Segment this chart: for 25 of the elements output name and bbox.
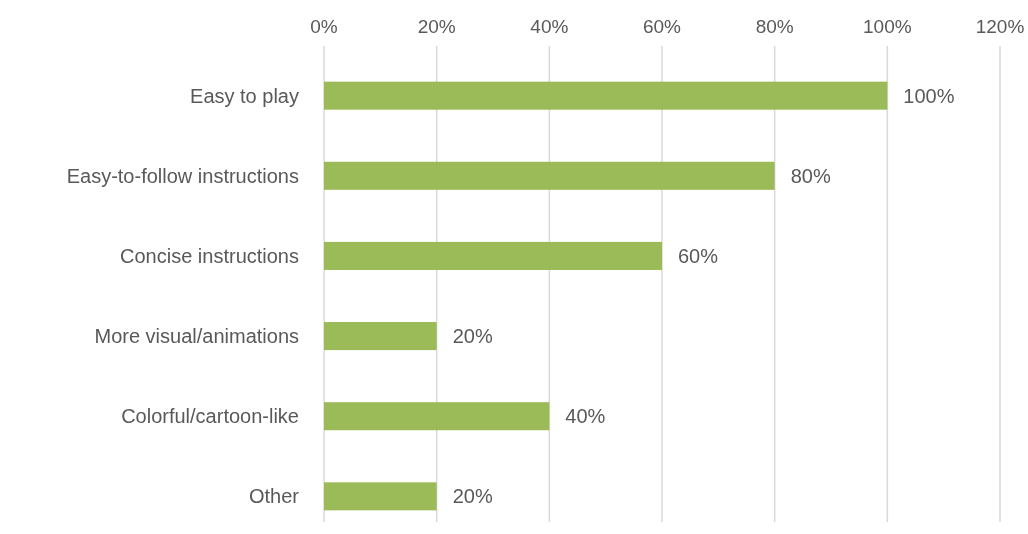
- x-tick-label: 40%: [530, 16, 569, 37]
- data-label: 40%: [565, 405, 606, 428]
- x-tick-label: 80%: [755, 16, 794, 37]
- y-tick-label: Easy-to-follow instructions: [66, 164, 299, 187]
- bar: [324, 322, 437, 351]
- x-tick-label: 60%: [642, 16, 682, 37]
- data-label: 20%: [452, 325, 493, 348]
- x-tick-label: 0%: [310, 16, 338, 37]
- bar: [324, 241, 662, 270]
- x-tick-label: 120%: [975, 16, 1025, 37]
- x-tick-label: 100%: [863, 16, 912, 37]
- x-tick-label: 20%: [417, 16, 456, 37]
- y-tick-label: Colorful/cartoon-like: [121, 405, 299, 428]
- bar: [324, 161, 775, 190]
- data-label: 20%: [452, 485, 493, 508]
- bar: [324, 402, 550, 431]
- y-tick-label: Easy to play: [190, 84, 299, 107]
- y-tick-label: More visual/animations: [94, 325, 299, 348]
- bar: [324, 81, 888, 110]
- data-label: 80%: [790, 164, 831, 187]
- data-label: 100%: [903, 84, 955, 107]
- data-label: 60%: [678, 244, 719, 267]
- y-tick-label: Concise instructions: [120, 244, 299, 267]
- y-tick-label: Other: [248, 485, 300, 508]
- bar: [324, 482, 437, 511]
